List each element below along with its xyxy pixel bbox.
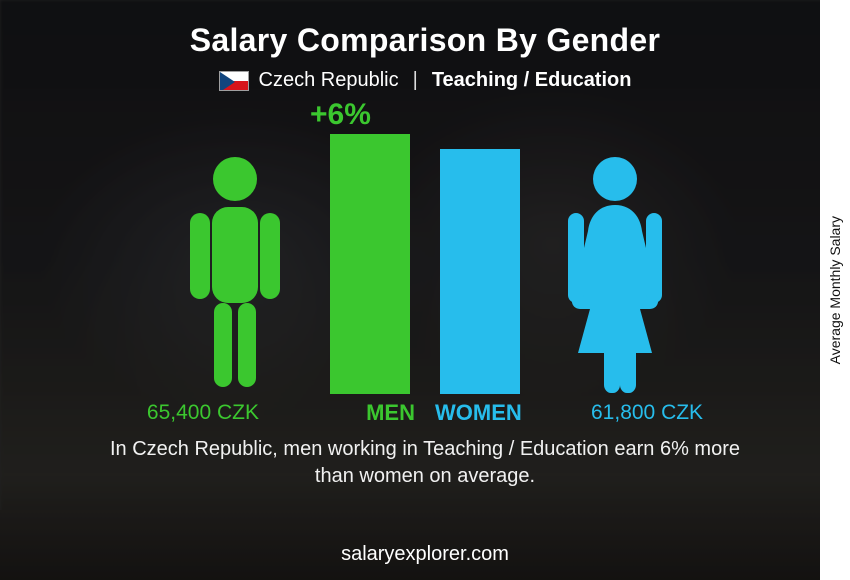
content-area: Salary Comparison By Gender Czech Republ… — [0, 0, 850, 580]
men-amount: 65,400 CZK — [147, 401, 259, 425]
men-label: MEN — [285, 400, 415, 426]
woman-icon — [560, 153, 670, 393]
women-label: WOMEN — [435, 400, 565, 426]
delta-badge: +6% — [310, 98, 371, 132]
country-label: Czech Republic — [259, 69, 399, 92]
divider-pipe: | — [409, 69, 422, 92]
footer-attribution: salaryexplorer.com — [0, 543, 850, 566]
chart-area: +6% 65,400 CZK MEN WOMEN — [30, 98, 820, 418]
category-label: Teaching / Education — [432, 69, 632, 92]
page-title: Salary Comparison By Gender — [30, 22, 820, 59]
man-icon — [180, 153, 290, 393]
labels-row: 65,400 CZK MEN WOMEN 61,800 CZK — [30, 400, 820, 426]
bar-men — [330, 134, 410, 394]
women-amount: 61,800 CZK — [591, 401, 703, 425]
subtitle-row: Czech Republic | Teaching / Education — [30, 69, 820, 92]
summary-text: In Czech Republic, men working in Teachi… — [30, 436, 820, 490]
bar-women — [440, 149, 520, 394]
czech-flag-icon — [219, 71, 249, 91]
